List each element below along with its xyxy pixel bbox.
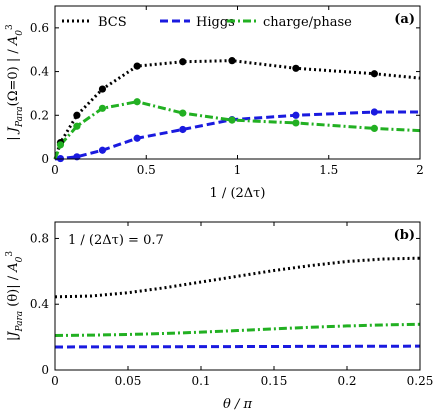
data-point-charge-phase [56, 141, 65, 149]
panel-a-ylabel: | JPara(Ω=0) | / A03 [5, 24, 25, 141]
data-point-higgs [292, 111, 300, 119]
data-point-bcs [98, 85, 107, 93]
x-tick-label: 0 [51, 163, 59, 177]
x-tick-label: 0.05 [115, 374, 142, 388]
data-point-charge-phase [73, 122, 81, 130]
legend-entry-higgs: Higgs [160, 15, 235, 30]
panel-a-markers [56, 57, 378, 163]
legend-label: Higgs [196, 15, 235, 30]
panel-b-frame [54, 221, 421, 371]
data-point-charge-phase [292, 119, 300, 127]
data-point-charge-phase [98, 104, 107, 112]
data-point-bcs [179, 58, 187, 66]
panel-b-label: (b) [394, 228, 415, 243]
data-point-bcs [133, 62, 141, 70]
data-point-charge-phase [133, 98, 141, 106]
series-line-higgs [54, 110, 420, 161]
series-line-charge-phase [53, 100, 421, 160]
x-tick-label: 0.25 [407, 374, 434, 388]
data-point-bcs [228, 57, 236, 65]
panel-a-xlabel: 1 / (2Δτ) [210, 186, 266, 201]
data-point-higgs [370, 108, 378, 116]
y-tick-label: 0 [41, 152, 49, 166]
panel-a-ticks: 0 0.5 1 1.5 2 0 0.2 0.4 0.6 [30, 6, 424, 177]
x-tick-label: 2 [416, 163, 424, 177]
panel-a-label: (a) [394, 12, 415, 27]
panel-b-annotation: 1 / (2Δτ) = 0.7 [68, 233, 164, 248]
y-tick-label: 0.6 [30, 21, 49, 35]
y-tick-label: 0 [41, 363, 49, 377]
panel-b-series-lines [54, 256, 421, 349]
legend-entry-charge-phase: charge/phase [227, 15, 352, 30]
data-point-higgs [179, 125, 187, 134]
y-tick-label: 0.8 [30, 231, 49, 245]
data-point-charge-phase [179, 109, 187, 117]
series-line-bcs [54, 256, 421, 299]
data-point-bcs [370, 70, 378, 78]
y-tick-label: 0.4 [30, 297, 49, 311]
panel-b-ylabel: |JPara (θ)| / A03 [5, 251, 25, 342]
x-tick-label: 0.2 [337, 374, 356, 388]
x-tick-label: 1.5 [319, 163, 338, 177]
series-line-higgs [54, 344, 421, 349]
x-tick-label: 0.5 [137, 163, 156, 177]
series-line-bcs [53, 59, 421, 160]
y-tick-label: 0.2 [30, 108, 49, 122]
x-tick-label: 1 [234, 163, 242, 177]
x-tick-label: 0 [51, 374, 59, 388]
data-point-bcs [73, 111, 81, 119]
data-point-higgs [98, 146, 107, 154]
panel-a-legend: BCS Higgs charge/phase [62, 15, 352, 30]
x-tick-label: 0.15 [261, 374, 288, 388]
data-point-charge-phase [370, 124, 378, 132]
x-tick-label: 0.1 [191, 374, 210, 388]
panel-b: 0 0.05 0.1 0.15 0.2 0.25 0 0.4 0.8 (b) 1 / (2Δτ)… [5, 221, 433, 412]
panel-b-ticks: 0 0.05 0.1 0.15 0.2 0.25 0 0.4 0.8 [30, 222, 433, 388]
legend-label: charge/phase [263, 15, 352, 30]
series-line-charge-phase [54, 322, 421, 337]
data-point-bcs [292, 64, 300, 72]
y-tick-label: 0.4 [30, 65, 49, 79]
panel-b-xlabel: θ / π [223, 397, 252, 412]
data-point-charge-phase [228, 116, 236, 124]
panel-a-series-lines [53, 59, 421, 161]
data-point-higgs [133, 134, 141, 142]
legend-label: BCS [98, 15, 127, 30]
panel-a: 0 0.5 1 1.5 2 0 0.2 0.4 0.6 BCS Higgs charge/phase… [5, 5, 424, 201]
legend-entry-bcs: BCS [62, 15, 127, 30]
